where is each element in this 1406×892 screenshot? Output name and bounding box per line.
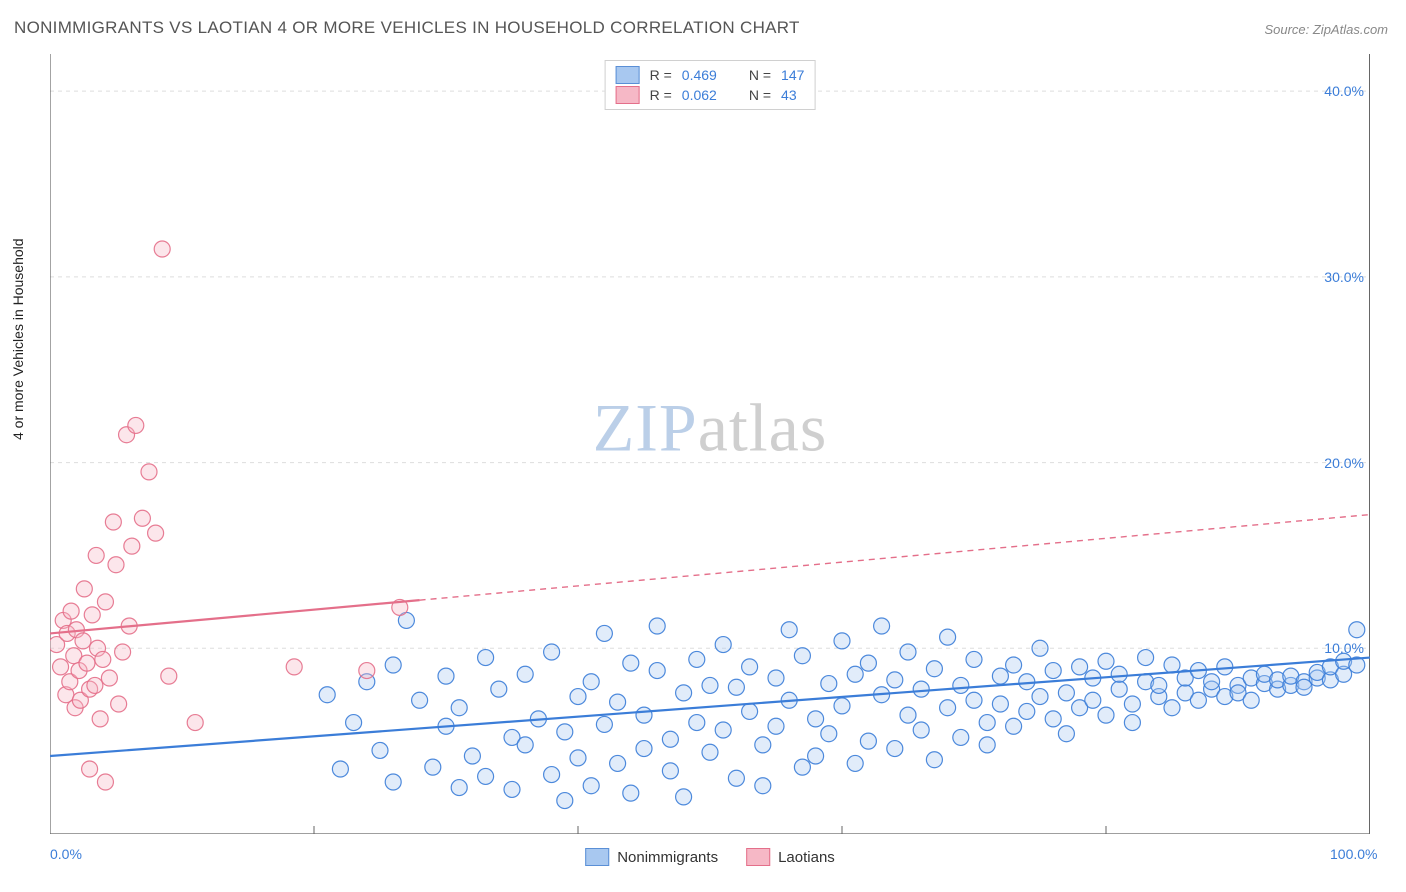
r-label: R = [650,87,672,103]
y-tick-label: 40.0% [1324,83,1364,99]
legend-label: Nonimmigrants [617,849,718,866]
swatch-pink [746,848,770,866]
r-value: 0.062 [682,87,717,103]
swatch-blue [585,848,609,866]
n-value: 147 [781,67,804,83]
n-label: N = [749,67,771,83]
scatter-plot [50,54,1370,834]
swatch-pink [616,86,640,104]
r-label: R = [650,67,672,83]
y-axis-label: 4 or more Vehicles in Household [10,238,26,440]
x-tick-label: 0.0% [50,846,82,862]
legend-item-nonimmigrants: Nonimmigrants [585,848,718,866]
r-value: 0.469 [682,67,717,83]
source-attribution: Source: ZipAtlas.com [1264,22,1388,37]
swatch-blue [616,66,640,84]
series-legend: Nonimmigrants Laotians [585,848,835,866]
legend-label: Laotians [778,849,835,866]
y-tick-label: 10.0% [1324,640,1364,656]
legend-item-laotians: Laotians [746,848,835,866]
y-tick-label: 20.0% [1324,455,1364,471]
n-label: N = [749,87,771,103]
n-value: 43 [781,87,797,103]
correlation-legend: R = 0.469 N = 147 R = 0.062 N = 43 [605,60,816,110]
chart-title: NONIMMIGRANTS VS LAOTIAN 4 OR MORE VEHIC… [14,18,800,38]
y-tick-label: 30.0% [1324,269,1364,285]
chart-area: ZIPatlas R = 0.469 N = 147 R = 0.062 N =… [50,54,1370,834]
x-tick-label: 100.0% [1330,846,1377,862]
legend-row-laotians: R = 0.062 N = 43 [616,85,805,105]
legend-row-nonimmigrants: R = 0.469 N = 147 [616,65,805,85]
